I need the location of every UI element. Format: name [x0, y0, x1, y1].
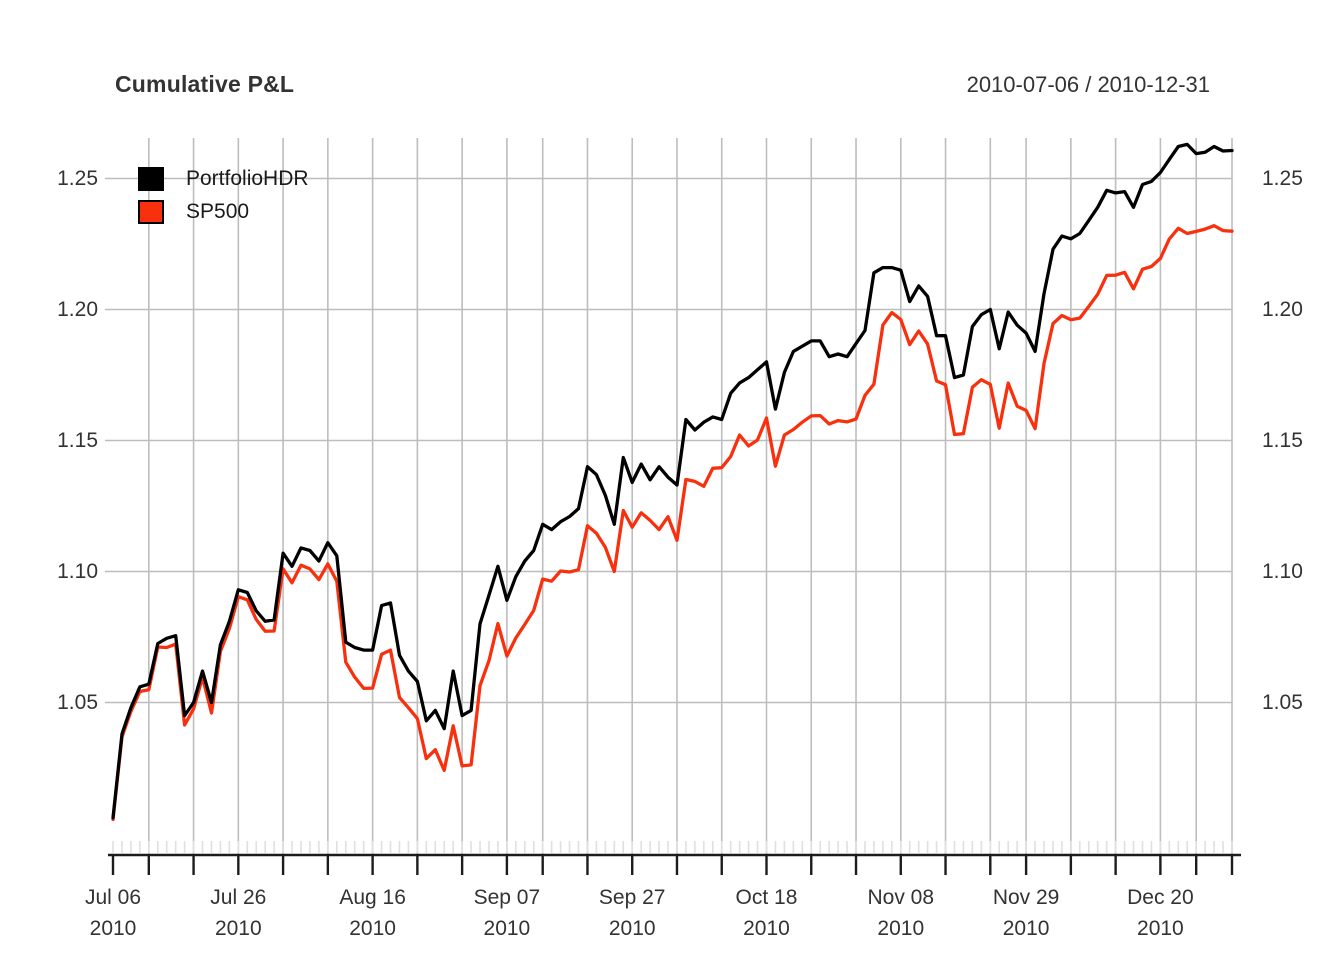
x-axis-label-date: Sep 27 [598, 886, 666, 909]
x-axis-label-year: 2010 [214, 917, 262, 940]
chart-legend: PortfolioHDR SP500 [138, 166, 309, 232]
legend-swatch-portfoliohdr [138, 166, 164, 191]
series-line-sp500 [111, 224, 1234, 822]
x-axis-label-date: Dec 20 [1127, 886, 1194, 909]
y-axis-label-left: 1.15 [57, 428, 98, 452]
x-axis-label: Jul 06 2010 [48, 882, 178, 944]
x-axis-label-year: 2010 [483, 917, 531, 940]
x-axis-label: Oct 18 2010 [701, 882, 831, 944]
x-axis-label-date: Jul 26 [210, 886, 267, 909]
legend-item-portfoliohdr: PortfolioHDR [138, 166, 309, 191]
x-axis-label: Nov 08 2010 [836, 882, 966, 944]
legend-item-sp500: SP500 [138, 199, 309, 224]
x-axis-label-year: 2010 [1137, 917, 1184, 940]
legend-swatch-sp500 [138, 199, 164, 224]
x-axis-label-year: 2010 [89, 917, 137, 940]
daily-minor-ticks [112, 841, 1233, 853]
y-axis-label-left: 1.05 [57, 690, 98, 714]
y-axis-label-left: 1.20 [57, 297, 98, 321]
y-axis-label-right: 1.20 [1262, 297, 1303, 321]
y-axis-label-right: 1.15 [1262, 428, 1303, 452]
legend-label: SP500 [186, 200, 250, 223]
x-axis-label-date: Nov 29 [992, 886, 1060, 909]
x-axis-label-date: Nov 08 [867, 886, 935, 909]
x-axis-label: Dec 20 2010 [1095, 882, 1225, 944]
x-axis-label-date: Jul 06 [84, 886, 142, 909]
legend-label: PortfolioHDR [186, 167, 309, 190]
y-axis-label-right: 1.05 [1262, 690, 1303, 714]
x-axis-label-date: Aug 16 [339, 886, 406, 909]
x-axis-label-date: Oct 18 [735, 886, 798, 909]
x-axis-label-date: Sep 07 [473, 886, 541, 909]
x-axis-label: Nov 29 2010 [961, 882, 1091, 944]
x-axis-label-year: 2010 [743, 917, 790, 940]
vertical-gridlines [148, 138, 1233, 855]
horizontal-gridlines [105, 177, 1232, 704]
x-axis-label-year: 2010 [349, 917, 396, 940]
y-axis-label-right: 1.25 [1262, 166, 1303, 190]
x-axis-ticks [111, 855, 1234, 875]
x-axis-label: Sep 07 2010 [442, 882, 572, 944]
x-axis-label-year: 2010 [877, 917, 925, 940]
x-axis-label-year: 2010 [1002, 917, 1050, 940]
x-axis-label: Sep 27 2010 [567, 882, 697, 944]
chart-date-range: 2010-07-06 / 2010-12-31 [966, 72, 1210, 97]
series-line-portfoliohdr [111, 142, 1234, 820]
x-axis-label: Jul 26 2010 [173, 882, 303, 944]
y-axis-label-left: 1.10 [57, 559, 98, 583]
x-axis-label: Aug 16 2010 [308, 882, 438, 944]
chart-title: Cumulative P&L [115, 71, 295, 97]
y-axis-label-left: 1.25 [57, 166, 98, 190]
x-axis-label-year: 2010 [608, 917, 656, 940]
y-axis-label-right: 1.10 [1262, 559, 1303, 583]
